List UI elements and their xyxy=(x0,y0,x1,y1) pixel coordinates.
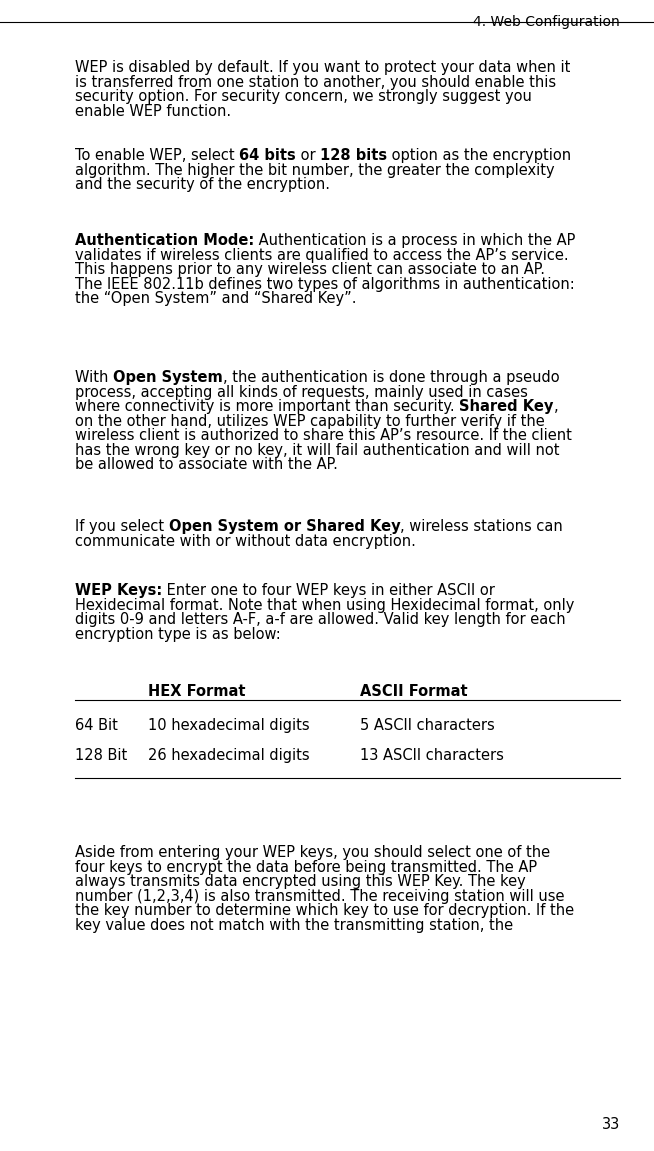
Text: ASCII Format: ASCII Format xyxy=(360,684,468,699)
Text: security option. For security concern, we strongly suggest you: security option. For security concern, w… xyxy=(75,89,532,104)
Text: digits 0-9 and letters A-F, a-f are allowed. Valid key length for each: digits 0-9 and letters A-F, a-f are allo… xyxy=(75,612,566,627)
Text: has the wrong key or no key, it will fail authentication and will not: has the wrong key or no key, it will fai… xyxy=(75,442,560,457)
Text: Hexidecimal format. Note that when using Hexidecimal format, only: Hexidecimal format. Note that when using… xyxy=(75,597,574,612)
Text: 64 Bit: 64 Bit xyxy=(75,718,118,733)
Text: where connectivity is more important than security.: where connectivity is more important tha… xyxy=(75,399,459,414)
Text: With: With xyxy=(75,369,113,384)
Text: 5 ASCII characters: 5 ASCII characters xyxy=(360,718,494,733)
Text: is transferred from one station to another, you should enable this: is transferred from one station to anoth… xyxy=(75,75,556,90)
Text: ,: , xyxy=(554,399,559,414)
Text: If you select: If you select xyxy=(75,519,169,534)
Text: 128 bits: 128 bits xyxy=(320,148,387,163)
Text: The IEEE 802.11b defines two types of algorithms in authentication:: The IEEE 802.11b defines two types of al… xyxy=(75,276,575,291)
Text: validates if wireless clients are qualified to access the AP’s service.: validates if wireless clients are qualif… xyxy=(75,247,568,262)
Text: , wireless stations can: , wireless stations can xyxy=(400,519,563,534)
Text: Open System: Open System xyxy=(113,369,223,384)
Text: and the security of the encryption.: and the security of the encryption. xyxy=(75,177,330,192)
Text: WEP is disabled by default. If you want to protect your data when it: WEP is disabled by default. If you want … xyxy=(75,60,570,75)
Text: wireless client is authorized to share this AP’s resource. If the client: wireless client is authorized to share t… xyxy=(75,428,572,443)
Text: process, accepting all kinds of requests, mainly used in cases: process, accepting all kinds of requests… xyxy=(75,384,528,399)
Text: Open System or Shared Key: Open System or Shared Key xyxy=(169,519,400,534)
Text: Shared Key: Shared Key xyxy=(459,399,554,414)
Text: the key number to determine which key to use for decryption. If the: the key number to determine which key to… xyxy=(75,904,574,918)
Text: 26 hexadecimal digits: 26 hexadecimal digits xyxy=(148,748,309,763)
Text: option as the encryption: option as the encryption xyxy=(387,148,572,163)
Text: Enter one to four WEP keys in either ASCII or: Enter one to four WEP keys in either ASC… xyxy=(162,584,495,599)
Text: encryption type is as below:: encryption type is as below: xyxy=(75,626,281,641)
Text: the “Open System” and “Shared Key”.: the “Open System” and “Shared Key”. xyxy=(75,291,356,306)
Text: four keys to encrypt the data before being transmitted. The AP: four keys to encrypt the data before bei… xyxy=(75,860,537,875)
Text: Authentication Mode:: Authentication Mode: xyxy=(75,233,254,247)
Text: To enable WEP, select: To enable WEP, select xyxy=(75,148,239,163)
Text: This happens prior to any wireless client can associate to an AP.: This happens prior to any wireless clien… xyxy=(75,262,545,277)
Text: Aside from entering your WEP keys, you should select one of the: Aside from entering your WEP keys, you s… xyxy=(75,845,550,860)
Text: always transmits data encrypted using this WEP Key. The key: always transmits data encrypted using th… xyxy=(75,874,526,889)
Text: 64 bits: 64 bits xyxy=(239,148,296,163)
Text: 13 ASCII characters: 13 ASCII characters xyxy=(360,748,504,763)
Text: Authentication is a process in which the AP: Authentication is a process in which the… xyxy=(254,233,576,247)
Text: or: or xyxy=(296,148,320,163)
Text: on the other hand, utilizes WEP capability to further verify if the: on the other hand, utilizes WEP capabili… xyxy=(75,413,545,428)
Text: 128 Bit: 128 Bit xyxy=(75,748,128,763)
Text: be allowed to associate with the AP.: be allowed to associate with the AP. xyxy=(75,457,338,472)
Text: number (1,2,3,4) is also transmitted. The receiving station will use: number (1,2,3,4) is also transmitted. Th… xyxy=(75,889,564,904)
Text: 10 hexadecimal digits: 10 hexadecimal digits xyxy=(148,718,309,733)
Text: HEX Format: HEX Format xyxy=(148,684,245,699)
Text: key value does not match with the transmitting station, the: key value does not match with the transm… xyxy=(75,917,513,932)
Text: WEP Keys:: WEP Keys: xyxy=(75,584,162,599)
Text: 4. Web Configuration: 4. Web Configuration xyxy=(473,15,620,29)
Text: 33: 33 xyxy=(602,1116,620,1131)
Text: communicate with or without data encryption.: communicate with or without data encrypt… xyxy=(75,534,416,549)
Text: , the authentication is done through a pseudo: , the authentication is done through a p… xyxy=(223,369,559,384)
Text: algorithm. The higher the bit number, the greater the complexity: algorithm. The higher the bit number, th… xyxy=(75,162,555,177)
Text: enable WEP function.: enable WEP function. xyxy=(75,104,231,119)
